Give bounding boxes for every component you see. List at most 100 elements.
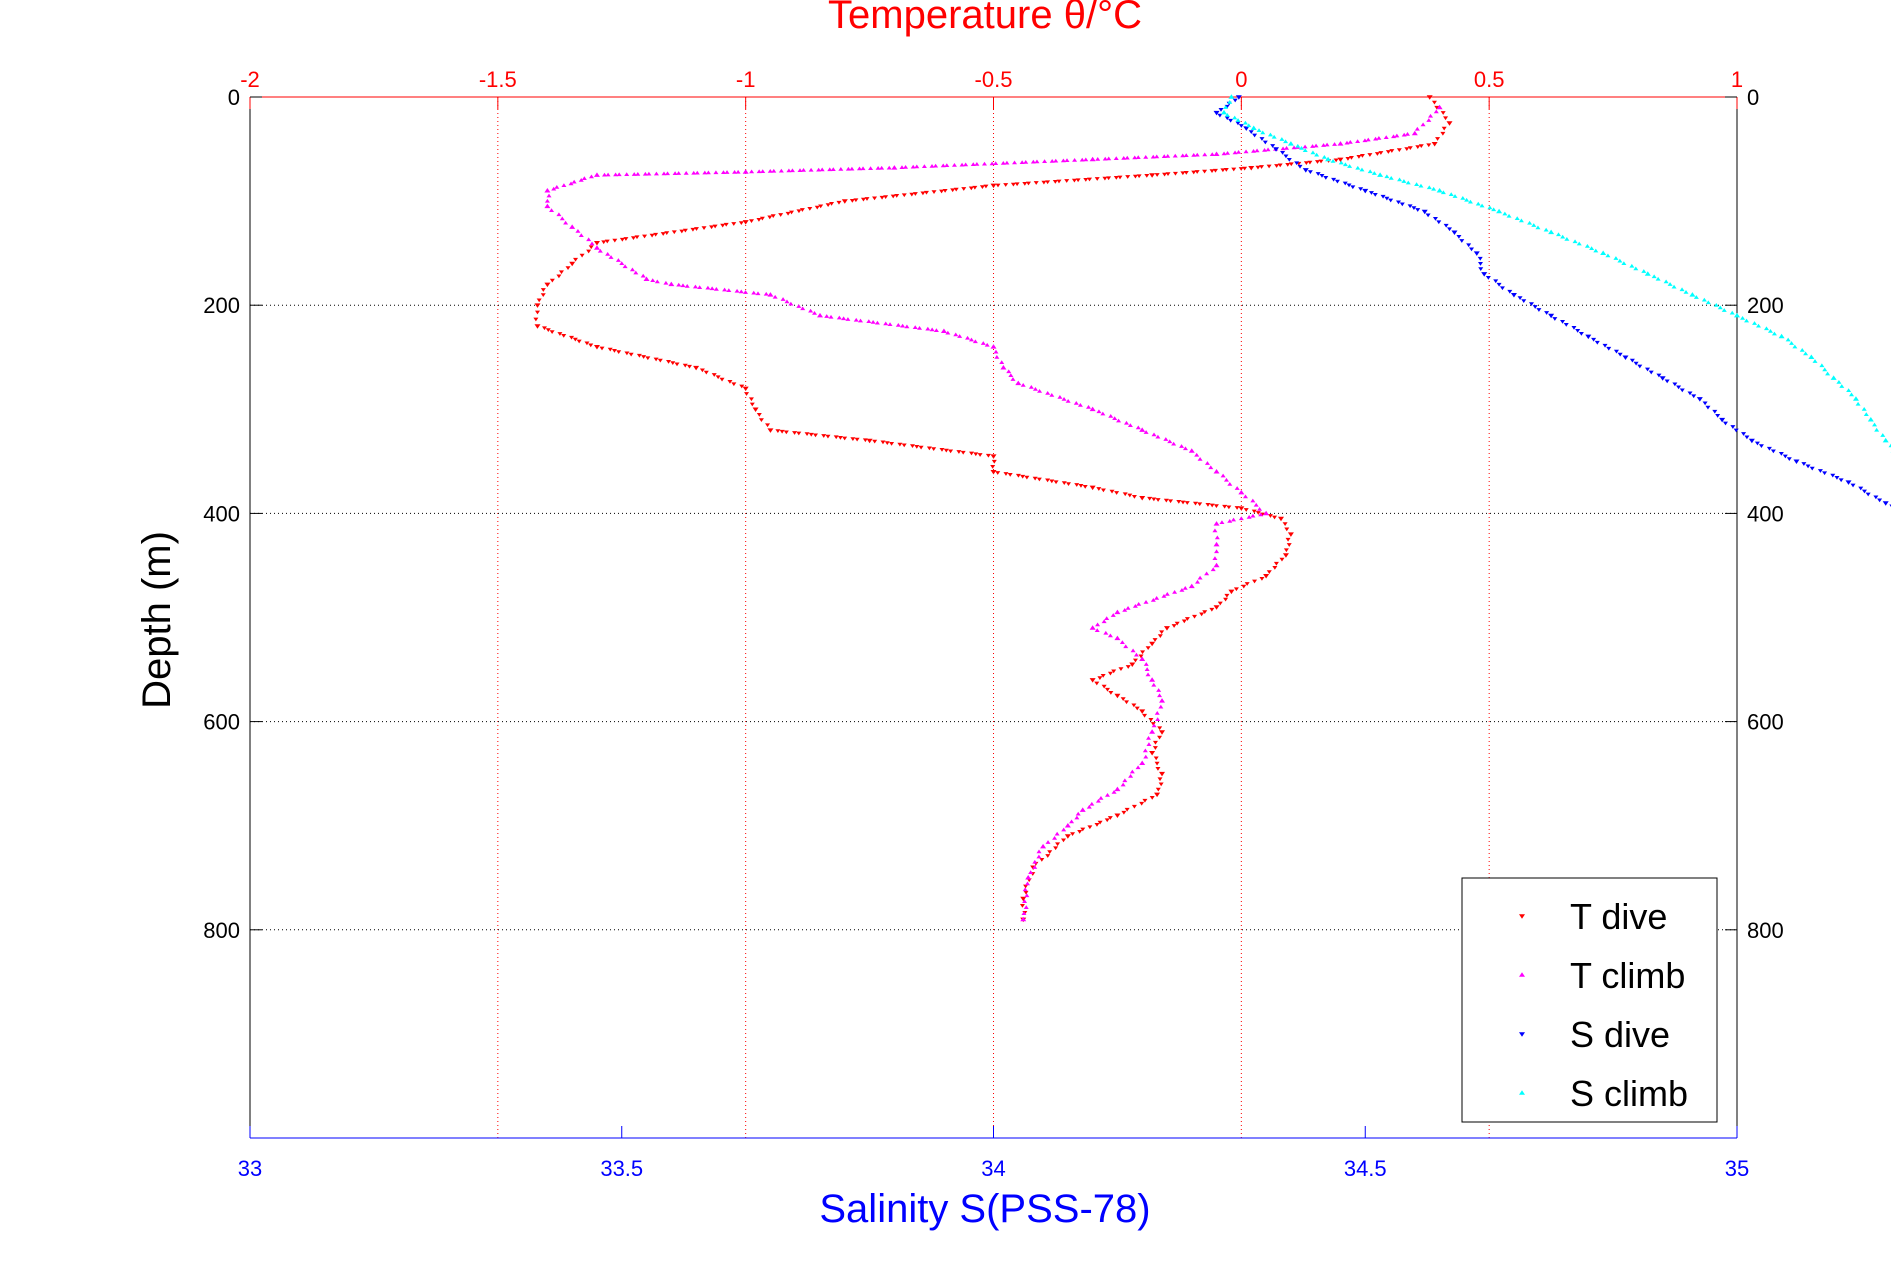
data-point (672, 171, 678, 175)
data-point (578, 233, 584, 237)
data-point (1143, 430, 1149, 434)
data-point (1656, 373, 1662, 378)
data-point (786, 168, 792, 173)
data-point (1401, 132, 1407, 137)
data-point (796, 304, 802, 308)
data-point (1129, 662, 1136, 668)
data-point (1748, 438, 1755, 444)
data-point (1667, 282, 1673, 286)
data-point (1145, 672, 1151, 677)
data-point (1645, 367, 1651, 372)
data-point (1100, 673, 1106, 678)
data-point (981, 161, 987, 166)
data-point (1475, 201, 1481, 206)
data-point (1337, 141, 1344, 146)
data-point (1102, 156, 1108, 161)
data-point (995, 471, 1001, 475)
data-point (1205, 503, 1211, 507)
data-point (1734, 312, 1740, 318)
data-point (683, 170, 689, 175)
data-point (900, 323, 906, 328)
data-point (1822, 471, 1828, 476)
data-point (1049, 158, 1055, 163)
data-point (1338, 160, 1344, 165)
data-point (694, 170, 700, 175)
data-point (1286, 543, 1292, 547)
data-point (1232, 115, 1238, 120)
data-point (1282, 553, 1289, 558)
data-point (1202, 169, 1208, 174)
data-point (1100, 488, 1106, 493)
data-point (1536, 308, 1542, 312)
data-point (1227, 482, 1233, 486)
data-point (1460, 196, 1466, 200)
data-point (808, 167, 814, 172)
data-point (833, 435, 839, 440)
data-point (1047, 850, 1053, 854)
data-point (546, 193, 552, 198)
data-point (993, 161, 999, 165)
data-point (1502, 211, 1508, 216)
data-point (870, 320, 876, 324)
data-point (1411, 206, 1417, 210)
data-point (939, 189, 945, 194)
data-point (1149, 795, 1155, 800)
data-point (1143, 154, 1149, 159)
data-point (1231, 167, 1237, 172)
data-point (1563, 323, 1569, 327)
data-point (1792, 344, 1798, 349)
data-point (544, 198, 550, 203)
data-point (1664, 379, 1670, 384)
data-point (1228, 118, 1234, 123)
data-point (1404, 131, 1410, 136)
data-point (732, 169, 738, 174)
data-point (1672, 382, 1678, 387)
data-point (1020, 916, 1027, 922)
data-point (1255, 165, 1261, 170)
data-point (1389, 149, 1395, 153)
data-point (1148, 718, 1154, 722)
data-point (945, 330, 951, 335)
data-point (1074, 815, 1080, 820)
data-point (1238, 489, 1245, 495)
data-point (1443, 223, 1449, 228)
data-point (613, 172, 619, 177)
data-point (1012, 160, 1018, 165)
data-point (1321, 154, 1327, 159)
data-point (1499, 286, 1505, 291)
data-point (608, 255, 614, 259)
data-point (1263, 574, 1270, 579)
data-point (739, 384, 745, 389)
data-point (1151, 432, 1157, 437)
data-point (853, 198, 859, 203)
data-point (1473, 251, 1480, 256)
data-point (842, 436, 848, 441)
top-tick-label: -1.5 (479, 67, 517, 92)
data-point (1194, 152, 1200, 157)
data-point (1108, 413, 1114, 418)
data-point (1521, 299, 1527, 303)
data-point (1330, 158, 1336, 163)
data-point (980, 341, 986, 345)
data-point (1139, 495, 1146, 501)
data-point (860, 166, 866, 171)
data-point (1222, 504, 1228, 509)
data-point (1629, 263, 1635, 268)
data-point (1033, 181, 1039, 185)
data-point (850, 437, 856, 441)
data-point (703, 370, 709, 375)
data-point (568, 181, 574, 186)
data-point (1280, 151, 1286, 155)
data-point (738, 221, 744, 226)
data-point (1518, 218, 1524, 223)
data-point (711, 373, 717, 377)
data-point (554, 184, 560, 189)
data-point (1182, 446, 1188, 451)
data-point (1805, 464, 1811, 469)
data-point (1548, 313, 1555, 319)
data-point (1259, 137, 1265, 141)
data-point (1209, 169, 1215, 174)
data-point (624, 172, 630, 176)
data-point (1225, 151, 1231, 155)
data-point (1342, 181, 1348, 186)
